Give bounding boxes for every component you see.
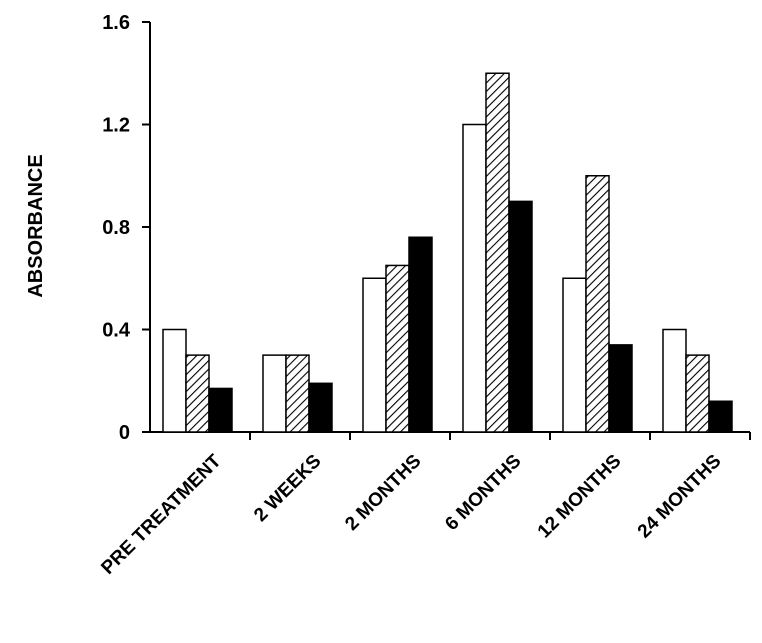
x-category-label: PRE TREATMENT: [97, 450, 225, 578]
bar-white-0: [162, 328, 187, 433]
bar-black-1: [308, 382, 333, 433]
x-category-label: 2 MONTHS: [341, 451, 425, 535]
y-tick-label: 1.2: [102, 115, 130, 137]
bar-hatched-5: [685, 354, 710, 433]
bar-hatched-2: [385, 264, 410, 433]
bars: [162, 72, 733, 433]
x-category-label: 24 MONTHS: [634, 451, 726, 543]
bar-black-0: [208, 387, 233, 433]
x-category-label: 6 MONTHS: [441, 451, 525, 535]
bar-hatched-3: [485, 72, 510, 433]
y-tick-label: 0.8: [102, 217, 130, 239]
bar-hatched-1: [285, 354, 310, 433]
bar-white-5: [662, 328, 687, 433]
y-ticks: 0 0.4 0.8 1.2 1.6: [102, 12, 150, 444]
bar-black-5: [708, 400, 733, 433]
bar-hatched-4: [585, 175, 610, 433]
y-tick-label: 1.6: [102, 12, 130, 34]
axes: [149, 22, 750, 433]
y-tick-label: 0.4: [102, 320, 131, 342]
bar-white-2: [362, 277, 387, 433]
bar-black-2: [408, 236, 433, 433]
y-tick-label: 0: [119, 422, 130, 444]
bar-white-4: [562, 277, 587, 433]
bar-white-3: [462, 123, 487, 433]
y-axis-title: ABSORBANCE: [25, 154, 47, 297]
category-labels: PRE TREATMENT 2 WEEKS 2 MONTHS 6 MONTHS 12 M…: [97, 450, 725, 578]
x-category-label: 2 WEEKS: [250, 451, 325, 526]
x-category-label: 12 MONTHS: [534, 451, 626, 543]
bar-hatched-0: [185, 354, 210, 433]
bar-white-1: [262, 354, 287, 433]
bar-black-4: [608, 344, 633, 433]
x-ticks: [249, 432, 751, 440]
bar-black-3: [508, 200, 533, 433]
